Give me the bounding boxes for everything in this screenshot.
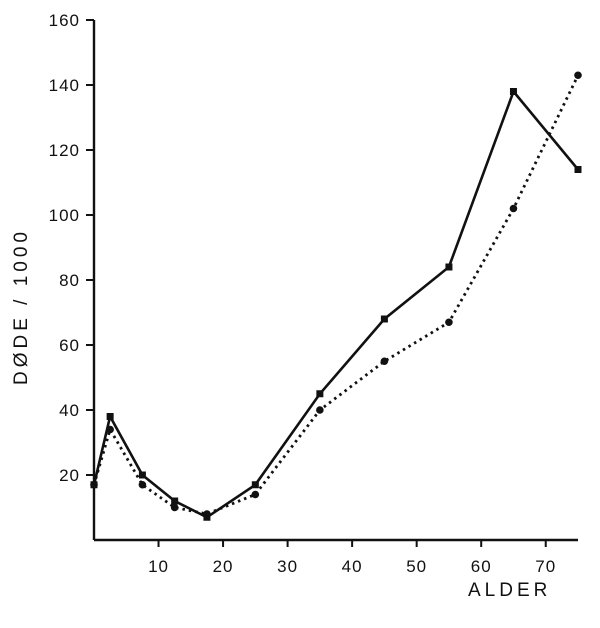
data-point-circle (445, 318, 453, 327)
x-tick-label: 50 (406, 557, 427, 576)
data-point-square (171, 497, 179, 505)
y-tick-label: 40 (59, 401, 80, 420)
series-line-dotted (92, 74, 580, 516)
data-point-circle (203, 510, 211, 518)
x-tick-label: 30 (277, 557, 298, 576)
y-tick-label: 80 (59, 271, 80, 290)
data-point-circle (509, 204, 518, 213)
data-point-square (445, 263, 453, 271)
data-point-circle (170, 503, 179, 512)
x-tick-label: 70 (535, 557, 556, 576)
data-point-square (106, 413, 114, 420)
data-point-circle (106, 425, 114, 434)
x-tick-label: 60 (471, 557, 492, 576)
data-point-circle (574, 71, 582, 80)
y-tick-label: 160 (49, 11, 80, 30)
data-point-circle (251, 490, 260, 499)
axes (92, 20, 578, 542)
x-tick-label: 20 (213, 557, 234, 576)
x-axis-label: ALDER (468, 580, 551, 601)
data-point-square (574, 166, 582, 173)
y-axis-label: DØDE / 1000 (11, 228, 32, 385)
data-point-square (316, 390, 324, 398)
data-point-square (138, 471, 146, 479)
data-point-circle (90, 480, 98, 489)
series-layer (90, 71, 582, 521)
data-point-square (251, 481, 259, 489)
y-tick-label: 60 (59, 336, 80, 355)
data-point-circle (316, 406, 324, 414)
data-point-square (509, 88, 517, 95)
y-tick-label: 140 (49, 76, 80, 95)
data-point-square (380, 315, 388, 323)
data-point-circle (138, 480, 147, 489)
data-point-circle (380, 357, 389, 366)
series-line-solid (92, 88, 580, 519)
y-tick-label: 20 (59, 466, 80, 485)
ticks: 20 40 60 80 100 120 140 160 10 20 30 40 50 60 70 (49, 11, 556, 576)
y-tick-label: 100 (49, 206, 80, 225)
x-tick-label: 10 (148, 557, 169, 576)
y-tick-label: 120 (49, 141, 80, 160)
x-tick-label: 40 (342, 557, 363, 576)
